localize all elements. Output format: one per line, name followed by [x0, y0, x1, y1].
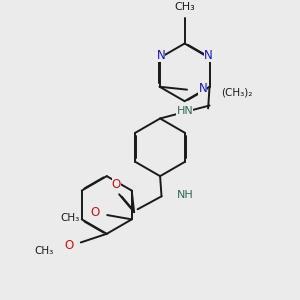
Text: O: O [64, 239, 74, 252]
Text: O: O [112, 178, 121, 191]
Text: (CH₃)₂: (CH₃)₂ [222, 88, 253, 98]
Text: HN: HN [176, 106, 193, 116]
Text: CH₃: CH₃ [174, 2, 195, 13]
Text: O: O [91, 206, 100, 219]
Text: NH: NH [176, 190, 193, 200]
Text: CH₃: CH₃ [61, 213, 80, 223]
Text: N: N [199, 82, 207, 95]
Text: N: N [204, 49, 212, 62]
Text: N: N [157, 49, 165, 62]
Text: CH₃: CH₃ [34, 246, 53, 256]
